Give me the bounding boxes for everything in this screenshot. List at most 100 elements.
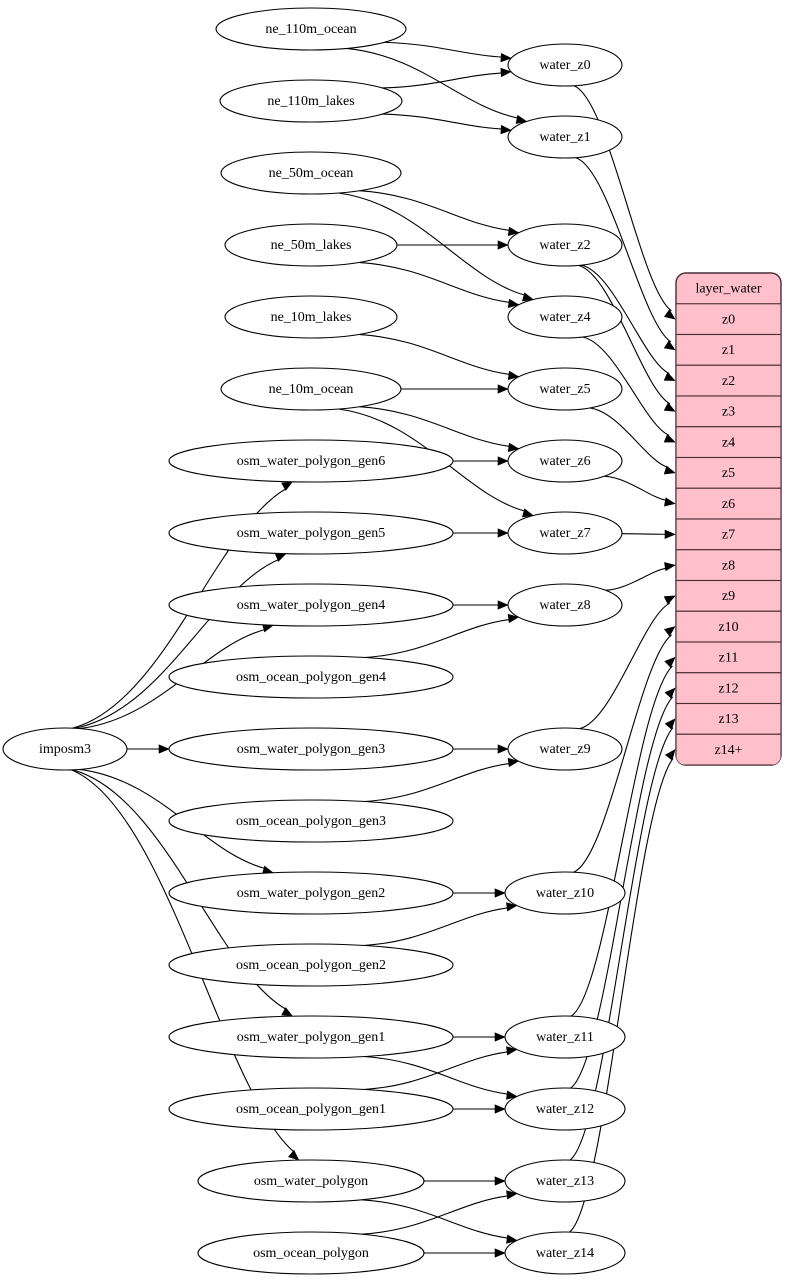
edge-water_z1-to-layer_water_z1 — [575, 157, 672, 343]
node-water_z9[interactable]: water_z9 — [507, 727, 623, 771]
arrowhead-icon — [497, 600, 509, 610]
layer-water-row-z9[interactable] — [676, 579, 781, 612]
node-osm_water_polygon[interactable]: osm_water_polygon — [197, 1159, 425, 1203]
arrowhead-icon — [287, 1149, 300, 1161]
arrowhead-icon — [663, 465, 676, 475]
layer-water-row-label: z2 — [722, 374, 735, 389]
node-osm_water_polygon_gen5[interactable]: osm_water_polygon_gen5 — [168, 511, 454, 555]
arrowhead-icon — [664, 718, 676, 730]
node-shape — [507, 439, 623, 483]
node-osm_water_polygon_gen1[interactable]: osm_water_polygon_gen1 — [168, 1015, 454, 1059]
node-label: osm_ocean_polygon_gen3 — [236, 814, 386, 829]
arrowhead-icon — [522, 292, 534, 302]
layer-water-row-label: z11 — [719, 651, 739, 666]
arrowhead-icon — [522, 508, 534, 518]
node-water_z6[interactable]: water_z6 — [507, 439, 623, 483]
node-imposm3[interactable]: imposm3 — [2, 727, 128, 771]
arrowhead-icon — [500, 67, 512, 78]
node-label: water_z5 — [539, 382, 590, 397]
layer-water-row-label: z4 — [722, 435, 735, 450]
layer-water-row-z0[interactable] — [676, 303, 781, 336]
layer-water-row-z11[interactable] — [676, 641, 781, 674]
node-ne_50m_ocean[interactable]: ne_50m_ocean — [220, 151, 402, 195]
node-osm_water_polygon_gen3[interactable]: osm_water_polygon_gen3 — [168, 727, 454, 771]
node-water_z14[interactable]: water_z14 — [504, 1231, 626, 1275]
node-ne_110m_lakes[interactable]: ne_110m_lakes — [219, 79, 403, 123]
node-shape — [2, 727, 128, 771]
node-ne_110m_ocean[interactable]: ne_110m_ocean — [215, 7, 407, 51]
edge-osm_ocean_polygon_gen4-to-water_z8 — [364, 618, 510, 659]
node-shape — [168, 655, 454, 699]
node-shape — [215, 7, 407, 51]
edge-water_z13-to-layer_water_z13 — [569, 727, 674, 1161]
arrowhead-icon — [497, 744, 509, 754]
node-osm_water_polygon_gen2[interactable]: osm_water_polygon_gen2 — [168, 871, 454, 915]
node-shape — [504, 1015, 626, 1059]
node-water_z0[interactable]: water_z0 — [507, 43, 623, 87]
node-osm_ocean_polygon[interactable]: osm_ocean_polygon — [197, 1231, 425, 1275]
node-osm_water_polygon_gen6[interactable]: osm_water_polygon_gen6 — [168, 439, 454, 483]
edge-water_z2-to-layer_water_z2 — [581, 264, 670, 375]
node-water_z13[interactable]: water_z13 — [504, 1159, 626, 1203]
arrowhead-icon — [664, 656, 676, 668]
node-shape — [504, 1159, 626, 1203]
node-water_z12[interactable]: water_z12 — [504, 1087, 626, 1131]
node-label: ne_10m_lakes — [271, 310, 352, 325]
node-shape — [507, 295, 623, 339]
node-label: water_z0 — [539, 58, 590, 73]
node-label: water_z1 — [539, 130, 590, 145]
arrowhead-icon — [500, 52, 512, 63]
node-label: osm_ocean_polygon_gen2 — [236, 958, 386, 973]
layer-water-row-z7[interactable] — [676, 518, 781, 551]
node-shape — [197, 1231, 425, 1275]
node-water_z7[interactable]: water_z7 — [507, 511, 623, 555]
node-osm_ocean_polygon_gen1[interactable]: osm_ocean_polygon_gen1 — [168, 1087, 454, 1131]
layer-water-table-header: layer_water — [695, 282, 761, 297]
edge-osm_ocean_polygon_gen3-to-water_z9 — [364, 762, 510, 803]
arrowhead-icon — [497, 456, 509, 466]
edge-water_z0-to-layer_water_z0 — [573, 85, 672, 312]
node-shape — [168, 943, 454, 987]
node-shape — [168, 439, 454, 483]
node-ne_50m_lakes[interactable]: ne_50m_lakes — [224, 223, 398, 267]
layer-water-table[interactable]: layer_water z0 z1 z2 z3 z4 z5 z6 z7 z8 z9 z10 z11 z12… — [675, 272, 782, 766]
node-ne_10m_ocean[interactable]: ne_10m_ocean — [220, 367, 402, 411]
edge-imposm3-to-osm_water_polygon_gen5 — [74, 558, 280, 729]
node-water_z4[interactable]: water_z4 — [507, 295, 623, 339]
node-label: imposm3 — [39, 742, 91, 757]
node-osm_ocean_polygon_gen3[interactable]: osm_ocean_polygon_gen3 — [168, 799, 454, 843]
layer-water-row-z1[interactable] — [676, 333, 781, 366]
node-water_z8[interactable]: water_z8 — [507, 583, 623, 627]
layer-water-row-z2[interactable] — [676, 364, 781, 397]
node-shape — [168, 1087, 454, 1131]
node-osm_water_polygon_gen4[interactable]: osm_water_polygon_gen4 — [168, 583, 454, 627]
layer-water-row-label: z13 — [718, 712, 738, 727]
layer-water-row-z3[interactable] — [676, 395, 781, 428]
node-label: osm_water_polygon_gen1 — [237, 1030, 386, 1045]
node-shape — [197, 1159, 425, 1203]
layer-water-row-z13[interactable] — [676, 702, 781, 735]
node-water_z2[interactable]: water_z2 — [507, 223, 623, 267]
arrowhead-icon — [663, 309, 676, 320]
node-osm_ocean_polygon_gen4[interactable]: osm_ocean_polygon_gen4 — [168, 655, 454, 699]
node-label: osm_water_polygon_gen5 — [237, 526, 386, 541]
layer-water-row-z14plus[interactable] — [676, 733, 781, 765]
arrowhead-icon — [664, 529, 676, 539]
arrowhead-icon — [506, 902, 518, 912]
node-shape — [507, 583, 623, 627]
arrowhead-icon — [663, 372, 676, 381]
node-water_z1[interactable]: water_z1 — [507, 115, 623, 159]
layer-water-row-label: z0 — [722, 312, 735, 327]
layer-water-row-z6[interactable] — [676, 487, 781, 520]
edges-layer — [71, 41, 676, 1258]
node-water_z11[interactable]: water_z11 — [504, 1015, 626, 1059]
arrowhead-icon — [663, 626, 676, 637]
arrowhead-icon — [507, 298, 520, 309]
node-water_z5[interactable]: water_z5 — [507, 367, 623, 411]
node-osm_ocean_polygon_gen2[interactable]: osm_ocean_polygon_gen2 — [168, 943, 454, 987]
node-ne_10m_lakes[interactable]: ne_10m_lakes — [224, 295, 398, 339]
arrowhead-icon — [494, 1032, 506, 1042]
layer-water-row-z12[interactable] — [676, 672, 781, 705]
node-water_z10[interactable]: water_z10 — [504, 871, 626, 915]
arrowhead-icon — [494, 888, 506, 898]
